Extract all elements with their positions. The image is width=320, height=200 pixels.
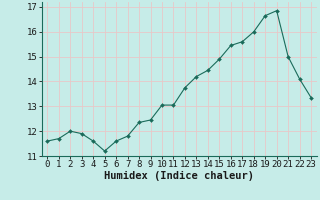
X-axis label: Humidex (Indice chaleur): Humidex (Indice chaleur) — [104, 171, 254, 181]
